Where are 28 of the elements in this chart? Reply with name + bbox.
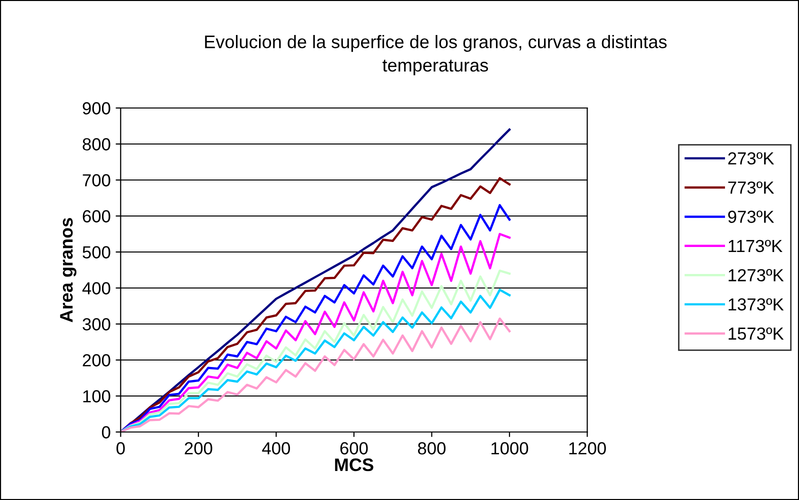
- x-tick-label: 800: [418, 442, 446, 454]
- legend-label: 273ºK: [728, 152, 774, 165]
- legend-label: 773ºK: [728, 181, 774, 194]
- x-tick-label: 0: [116, 442, 125, 454]
- y-tick-label: 600: [82, 210, 110, 222]
- x-tick-label: 1200: [569, 442, 606, 454]
- chart-title: Evolucion de la superfice de los granos, curvas a distintas temperaturas: [205, 35, 667, 76]
- y-tick-label: 800: [82, 138, 110, 150]
- y-tick-label: 300: [82, 318, 110, 330]
- y-tick-label: 400: [82, 282, 110, 294]
- y-tick-label: 900: [82, 102, 110, 114]
- x-tick-label: 600: [340, 442, 368, 454]
- legend-label: 973ºK: [728, 210, 774, 223]
- y-tick-label: 100: [83, 390, 110, 402]
- y-tick-label: 500: [82, 246, 110, 258]
- line-series: [120, 317, 511, 432]
- legend-label: 1573ºK: [728, 327, 784, 340]
- x-tick-label: 200: [184, 442, 212, 454]
- y-tick-label: 200: [82, 354, 110, 366]
- x-axis-title: MCS: [335, 458, 374, 472]
- legend-label: 1373ºK: [728, 298, 784, 311]
- x-tick-label: 1000: [492, 442, 528, 454]
- y-tick-label: 700: [82, 174, 110, 186]
- legend-label: 1173ºK: [728, 240, 782, 252]
- legend-label: 1273ºK: [728, 269, 784, 282]
- x-tick-label: 400: [262, 442, 290, 454]
- y-axis-title: Area granos: [60, 218, 76, 322]
- y-tick-label: 0: [102, 426, 110, 438]
